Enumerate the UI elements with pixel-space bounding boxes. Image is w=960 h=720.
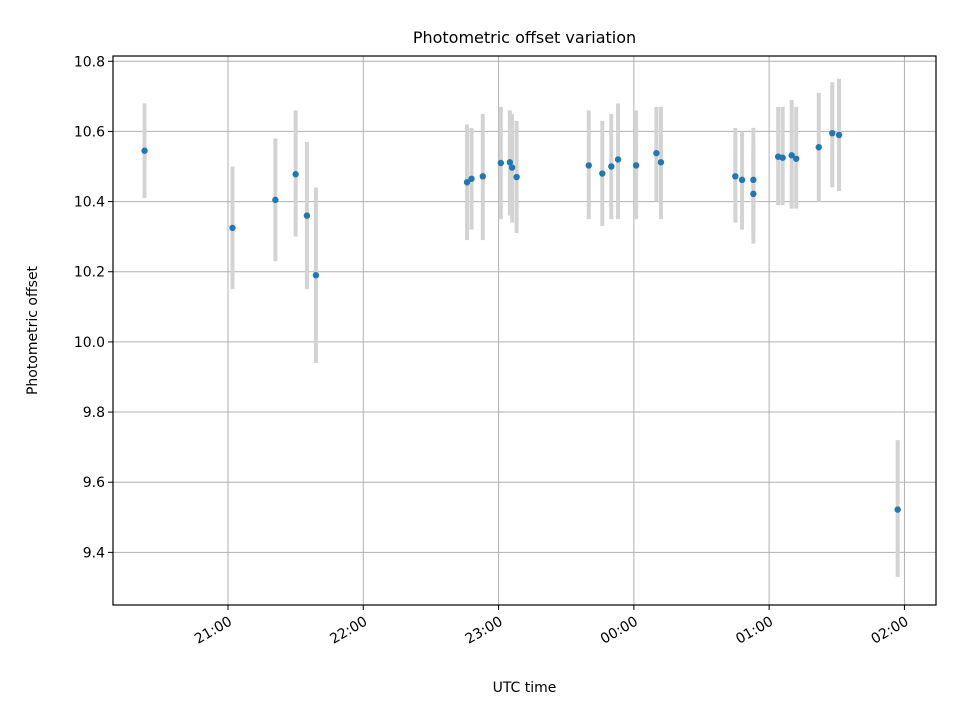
data-point <box>292 171 299 178</box>
plot-frame <box>112 55 937 606</box>
data-point <box>894 506 901 513</box>
data-point <box>497 159 505 167</box>
data-point <box>585 162 592 169</box>
y-tick-label: 10.8 <box>74 54 105 70</box>
data-point <box>229 224 236 232</box>
x-axis-label: UTC time <box>493 680 557 696</box>
y-axis-ticks: 9.4 9.6 9.8 10.0 10.2 10.4 10.6 10.8 <box>74 54 113 561</box>
y-tick-label: 9.4 <box>83 545 105 561</box>
data-point <box>506 159 514 166</box>
data-point <box>815 144 822 151</box>
data-point <box>732 173 739 180</box>
data-point <box>614 156 622 163</box>
data-point <box>513 173 520 181</box>
data-point <box>829 129 836 137</box>
data-point <box>750 190 757 198</box>
data-point <box>608 163 615 170</box>
y-tick-label: 10.2 <box>74 265 105 281</box>
chart-title: Photometric offset variation <box>413 28 636 47</box>
data-points <box>141 129 901 513</box>
data-point <box>599 170 606 177</box>
y-tick-label: 9.8 <box>83 405 105 421</box>
data-point <box>779 154 786 161</box>
data-point <box>303 212 311 219</box>
y-tick-label: 10.0 <box>74 335 105 351</box>
data-point <box>141 147 148 154</box>
y-tick-label: 10.6 <box>74 124 105 140</box>
data-point <box>468 175 475 182</box>
data-point <box>788 152 795 159</box>
data-point <box>479 173 486 180</box>
y-tick-label: 9.6 <box>83 475 105 491</box>
y-axis-label: Photometric offset <box>25 265 41 395</box>
grid <box>113 56 936 605</box>
data-point <box>508 164 516 171</box>
data-point <box>657 159 665 166</box>
data-point <box>312 272 320 279</box>
data-point <box>793 155 800 162</box>
data-point <box>835 131 843 139</box>
data-point <box>632 162 640 169</box>
data-point <box>653 149 660 157</box>
data-point <box>272 196 279 204</box>
data-point <box>463 179 471 186</box>
y-tick-label: 10.4 <box>74 195 105 211</box>
data-point <box>738 176 746 184</box>
data-point <box>750 176 757 184</box>
